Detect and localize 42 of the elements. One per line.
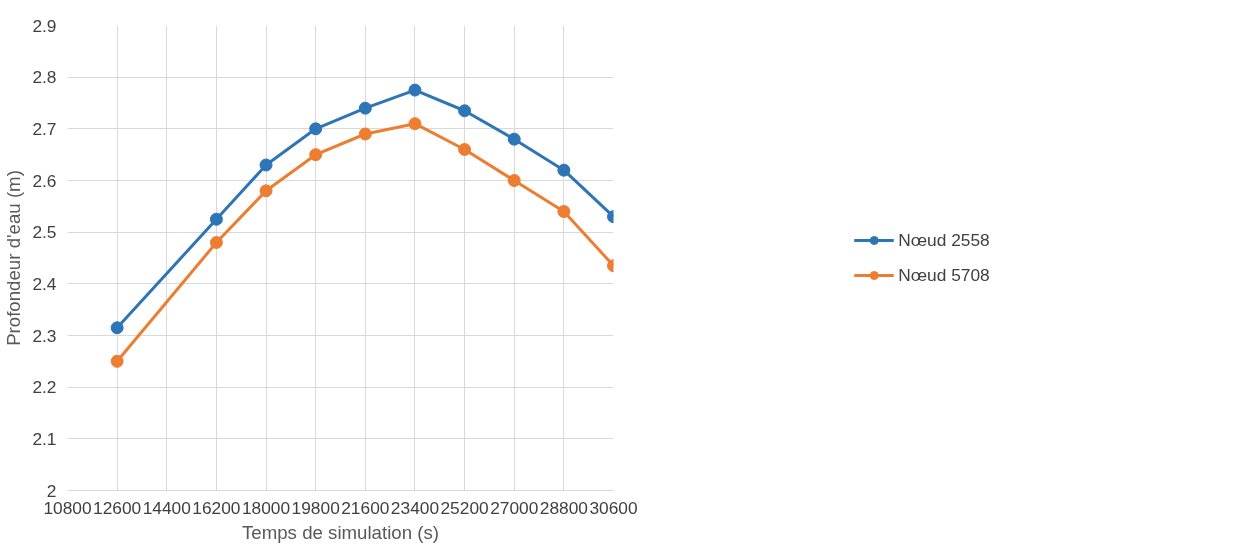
x-tick-label: 28800: [539, 497, 588, 518]
point: [358, 127, 372, 141]
x-tick-label: 18000: [241, 497, 291, 518]
y-tick-label: 2.9: [32, 15, 57, 36]
y-tick-label: 2.4: [32, 273, 57, 294]
point: [458, 104, 472, 118]
point: [408, 117, 422, 131]
x-tick-label: 30600: [589, 497, 638, 518]
point: [408, 83, 422, 97]
x-tick-label: 12600: [93, 497, 142, 518]
x-tick-label: 19800: [291, 497, 340, 518]
x-tick-label: 25200: [440, 497, 489, 518]
x-tick-label: 21600: [341, 497, 390, 518]
point: [507, 174, 521, 187]
point: [557, 205, 571, 218]
y-tick-label: 2.3: [32, 325, 57, 346]
y-tick-label: 2.6: [32, 170, 57, 191]
x-tick-label: 27000: [490, 497, 539, 518]
point: [557, 163, 571, 177]
point: [259, 158, 273, 172]
y-tick-label: 2.5: [32, 222, 57, 243]
x-axis-title: Temps de simulation (s): [242, 521, 439, 543]
point: [309, 148, 323, 162]
legend-label: Nœud 5708: [898, 264, 990, 286]
y-tick-label: 2.2: [32, 377, 57, 398]
x-tick-label: 14400: [142, 497, 191, 518]
point: [458, 143, 472, 156]
x-tick-label: 16200: [192, 497, 241, 518]
point: [259, 184, 273, 198]
y-tick-label: 2.1: [32, 428, 57, 449]
y-tick-label: 2.8: [32, 67, 57, 88]
point: [358, 101, 372, 115]
y-axis-title: Profondeur d'eau (m): [3, 170, 25, 346]
point: [110, 354, 124, 368]
point: [110, 321, 124, 335]
y-tick-label: 2.7: [32, 118, 57, 139]
point: [209, 212, 223, 226]
point: [309, 122, 323, 136]
legend-label: Nœud 2558: [898, 229, 990, 251]
x-tick-label: 23400: [390, 497, 440, 518]
point: [209, 236, 223, 249]
point: [507, 132, 521, 146]
